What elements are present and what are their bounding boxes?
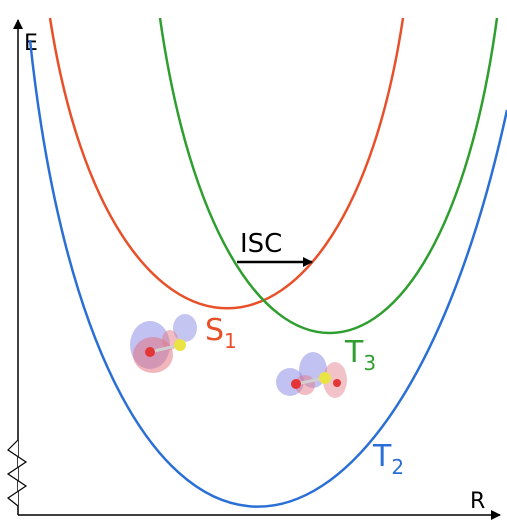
t3-curve bbox=[158, 17, 499, 334]
molecule-t3 bbox=[276, 352, 347, 398]
t2-curve bbox=[28, 39, 507, 508]
state-label: T2 bbox=[372, 439, 404, 479]
state-label: T3 bbox=[344, 335, 376, 375]
isc-label: ISC bbox=[240, 229, 282, 259]
axis-break bbox=[6, 439, 28, 507]
x-axis-label: R bbox=[470, 489, 485, 514]
state-label: S1 bbox=[205, 313, 237, 353]
s1-curve bbox=[48, 17, 405, 310]
molecule-s1 bbox=[130, 314, 197, 373]
